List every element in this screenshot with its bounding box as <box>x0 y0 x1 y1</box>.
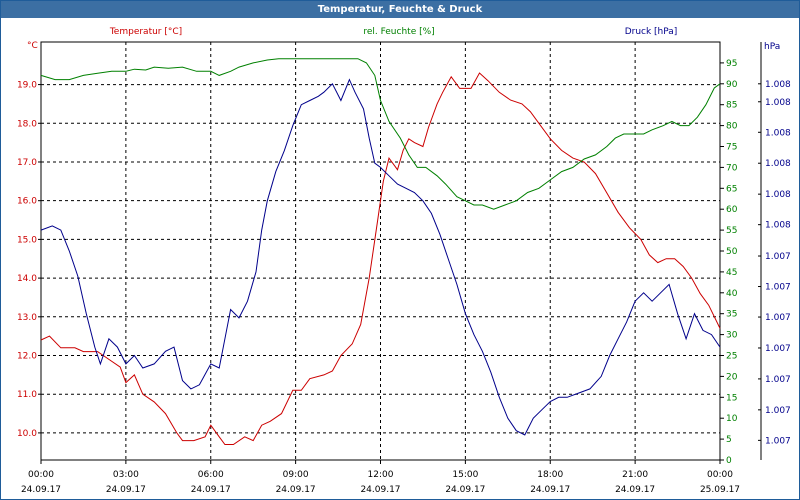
time-tick-label: 03:00 <box>113 470 139 480</box>
pressure-tick-label: 1.008 <box>765 80 791 90</box>
pressure-tick-label: 1.007 <box>765 406 791 416</box>
window-title: Temperatur, Feuchte & Druck <box>1 1 799 18</box>
temperature-series-line <box>40 72 721 445</box>
time-axis-ticks: 00:00 24.09.17 03:00 24.09.17 06:00 24.09.17 0… <box>21 460 740 495</box>
date-tick-label: 24.09.17 <box>106 485 146 495</box>
pressure-tick-label: 1.007 <box>765 344 791 354</box>
date-tick-label: 24.09.17 <box>276 485 316 495</box>
humidity-tick-label: 40 <box>726 289 738 299</box>
pressure-tick-label: 1.007 <box>765 283 791 293</box>
axis-labels: °C Temperatur [°C] rel. Feuchte [%] Druck [… <box>27 27 780 52</box>
date-tick-label: 24.09.17 <box>360 485 400 495</box>
temperature-axis-ticks: 10.0 11.0 12.0 13.0 14.0 15.0 16.0 17.0 18.0 19.0 <box>17 81 41 439</box>
grid-lines <box>41 42 720 460</box>
temperature-tick-label: 12.0 <box>17 352 37 362</box>
humidity-tick-label: 0 <box>726 456 732 466</box>
temperature-axis-title: Temperatur [°C] <box>109 27 182 37</box>
temperature-tick-label: 19.0 <box>17 81 37 91</box>
time-tick-label: 12:00 <box>368 470 394 480</box>
pressure-axis-title: Druck [hPa] <box>625 27 678 37</box>
temperature-tick-label: 14.0 <box>17 274 37 284</box>
time-tick-label: 00:00 <box>707 470 733 480</box>
date-tick-label: 25.09.17 <box>700 485 740 495</box>
time-tick-label: 00:00 <box>28 470 54 480</box>
temperature-tick-label: 15.0 <box>17 235 37 245</box>
time-tick-label: 18:00 <box>537 470 563 480</box>
humidity-tick-label: 90 <box>726 80 738 90</box>
temperature-tick-label: 16.0 <box>17 197 37 207</box>
pressure-tick-label: 1.007 <box>765 436 791 446</box>
date-tick-label: 24.09.17 <box>530 485 570 495</box>
time-tick-label: 21:00 <box>622 470 648 480</box>
time-tick-label: 15:00 <box>452 470 478 480</box>
humidity-tick-label: 15 <box>726 393 737 403</box>
temperature-tick-label: 18.0 <box>17 119 37 129</box>
pressure-tick-label: 1.008 <box>765 128 791 138</box>
pressure-series-line <box>40 78 721 436</box>
date-tick-label: 24.09.17 <box>21 485 61 495</box>
humidity-tick-label: 35 <box>726 310 737 320</box>
humidity-tick-label: 65 <box>726 184 737 194</box>
humidity-series-line <box>40 58 721 210</box>
temperature-tick-label: 11.0 <box>17 390 37 400</box>
time-tick-label: 06:00 <box>198 470 224 480</box>
humidity-tick-label: 95 <box>726 59 737 69</box>
axes-frame <box>40 41 762 461</box>
humidity-tick-label: 20 <box>726 372 738 382</box>
humidity-tick-label: 60 <box>726 205 738 215</box>
date-tick-label: 24.09.17 <box>191 485 231 495</box>
data-series <box>40 58 721 445</box>
time-tick-label: 09:00 <box>283 470 309 480</box>
pressure-unit-label: hPa <box>764 42 780 52</box>
humidity-tick-label: 30 <box>726 331 738 341</box>
humidity-tick-label: 10 <box>726 414 738 424</box>
pressure-tick-label: 1.008 <box>765 159 791 169</box>
pressure-tick-label: 1.008 <box>765 190 791 200</box>
humidity-tick-label: 45 <box>726 268 737 278</box>
humidity-tick-label: 80 <box>726 122 738 132</box>
temperature-tick-label: 10.0 <box>17 429 37 439</box>
humidity-tick-label: 85 <box>726 101 737 111</box>
humidity-axis-ticks: 0 5 10 15 20 25 30 35 40 45 50 55 60 65 70 75 80 85 90 95 <box>720 59 738 466</box>
pressure-tick-label: 1.008 <box>765 221 791 231</box>
date-tick-label: 24.09.17 <box>445 485 485 495</box>
pressure-tick-label: 1.008 <box>765 98 791 108</box>
pressure-axis-ticks: 1.007 1.007 1.007 1.007 1.007 1.007 1.007 1.008… <box>758 80 791 446</box>
humidity-tick-label: 75 <box>726 143 737 153</box>
pressure-tick-label: 1.007 <box>765 313 791 323</box>
temperature-tick-label: 13.0 <box>17 313 37 323</box>
humidity-axis-title: rel. Feuchte [%] <box>363 27 434 37</box>
pressure-tick-label: 1.007 <box>765 375 791 385</box>
chart-canvas: 10.0 11.0 12.0 13.0 14.0 15.0 16.0 17.0 18.0 19.0… <box>17 27 791 495</box>
humidity-tick-label: 50 <box>726 247 738 257</box>
temperature-tick-label: 17.0 <box>17 158 37 168</box>
humidity-tick-label: 25 <box>726 352 737 362</box>
humidity-tick-label: 70 <box>726 163 738 173</box>
pressure-tick-label: 1.007 <box>765 252 791 262</box>
temperature-unit-label: °C <box>27 41 38 51</box>
humidity-tick-label: 55 <box>726 226 737 236</box>
date-tick-label: 24.09.17 <box>615 485 655 495</box>
humidity-tick-label: 5 <box>726 435 732 445</box>
